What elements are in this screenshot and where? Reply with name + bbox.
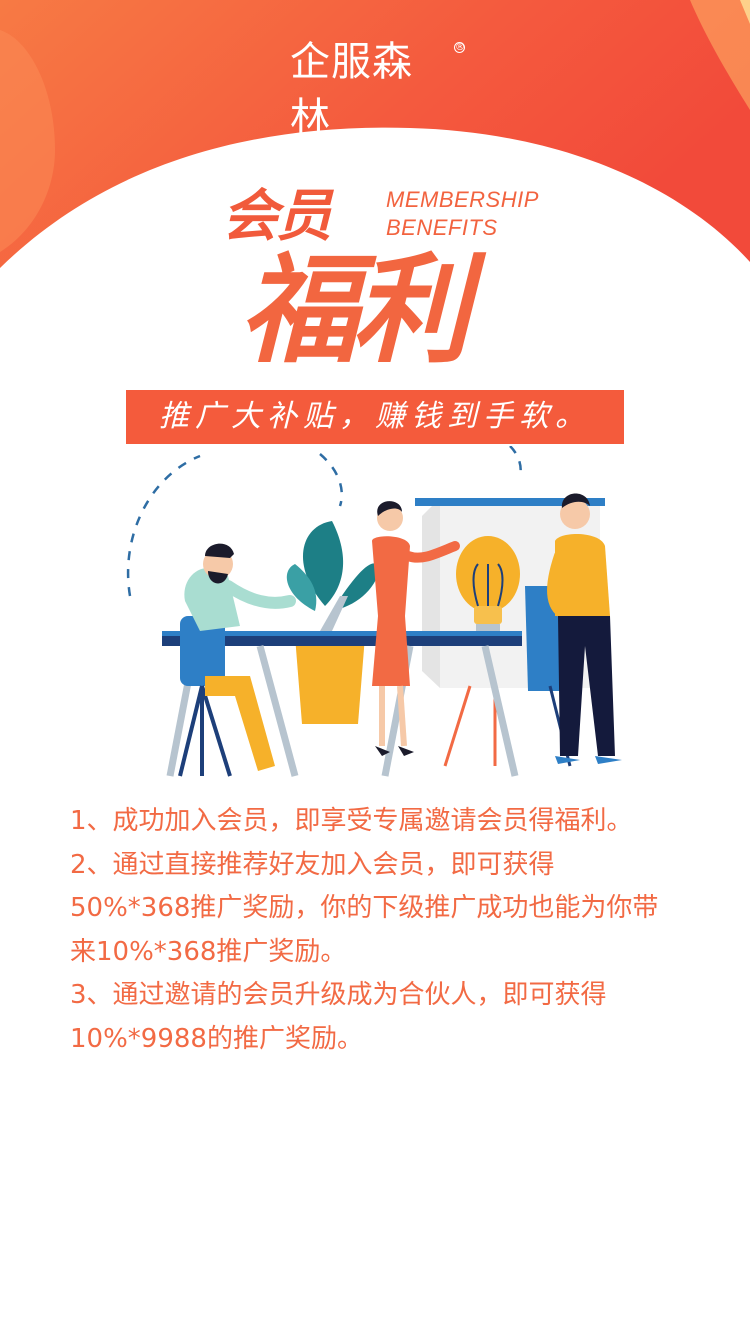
benefit-line-6: 10%*9988的推广奖励。	[70, 1023, 363, 1054]
title-en-line1: MEMBERSHIP	[386, 187, 539, 212]
benefit-line-2: 2、通过直接推荐好友加入会员，即可获得	[70, 849, 555, 880]
plant	[286, 521, 380, 724]
team-meeting-illustration	[126, 446, 622, 777]
desk	[162, 631, 522, 777]
person-standing	[547, 493, 622, 764]
benefit-line-5: 3、通过邀请的会员升级成为合伙人，即可获得	[70, 980, 607, 1010]
benefit-line-1: 1、成功加入会员，即享受专属邀请会员得福利。	[70, 806, 633, 836]
registered-mark: ®	[454, 42, 466, 53]
dashed-arc-right	[509, 446, 522, 477]
benefit-line-3: 50%*368推广奖励，你的下级推广成功也能为你带	[70, 893, 659, 923]
brand-logo-text: 企服森林	[290, 39, 413, 141]
title-benefits: 福利	[240, 241, 470, 379]
laptop	[320, 596, 348, 631]
brand-logo: 企服森林 ®	[290, 34, 466, 141]
person-presenting	[372, 501, 460, 756]
benefit-line-4: 来10%*368推广奖励。	[70, 936, 347, 967]
person-sitting	[178, 543, 296, 777]
benefits-list: 1、成功加入会员，即享受专属邀请会员得福利。 2、通过直接推荐好友加入会员，即可…	[70, 800, 710, 1061]
dashed-arc-left	[126, 454, 201, 597]
title-english: MEMBERSHIP BENEFITS	[386, 186, 539, 242]
slogan-banner: 推广大补贴，赚钱到手软。	[126, 390, 624, 444]
header-background	[0, 0, 750, 268]
membership-title: 会员 MEMBERSHIP BENEFITS 福利	[0, 170, 750, 390]
lightbulb-icon	[456, 536, 520, 636]
title-en-line2: BENEFITS	[386, 215, 498, 240]
title-member: 会员	[222, 184, 332, 249]
dashed-arc-middle	[319, 453, 344, 507]
